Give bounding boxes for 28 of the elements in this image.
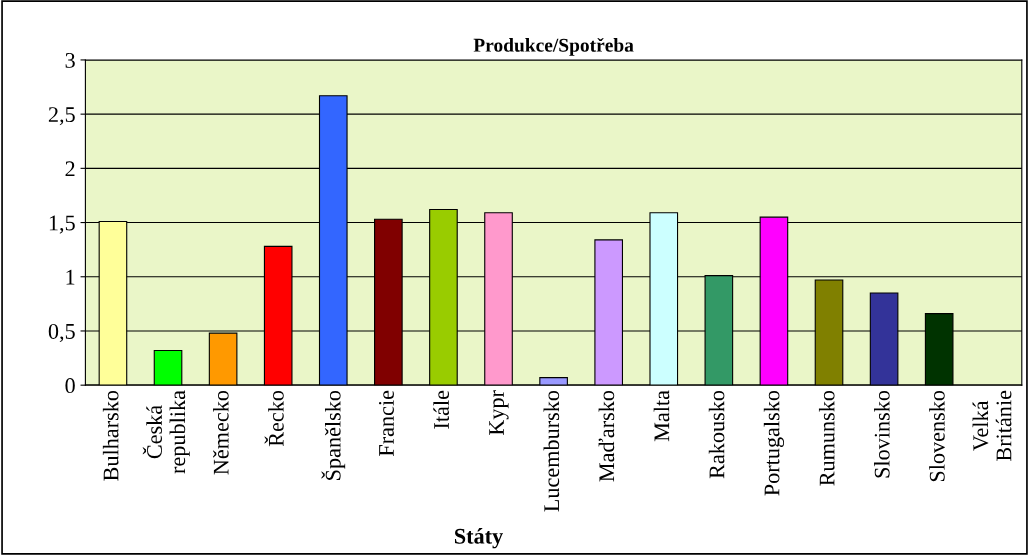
x-tick-label: Slovensko	[929, 390, 945, 482]
x-tick-label: Itále	[433, 390, 449, 429]
y-tick-label: 2	[65, 161, 75, 177]
x-tick-label: Rakousko	[708, 390, 725, 479]
x-tick-label: Francie	[378, 390, 394, 457]
x-tick-label: Slovinsko	[874, 390, 890, 478]
x-tick-label: Německo	[212, 390, 229, 475]
x-tick-label: Česká republika	[142, 390, 190, 474]
x-tick-label: Španělsko	[321, 390, 346, 480]
y-tick-label: 0,5	[48, 323, 75, 343]
y-tick-label: 2,5	[48, 107, 75, 126]
x-axis-title: Státy	[454, 528, 503, 549]
y-tick-label: 1	[66, 269, 75, 285]
bar	[153, 349, 183, 386]
x-tick-label: Kypr	[489, 390, 509, 436]
x-tick-label: Řecko	[264, 390, 284, 447]
x-tick-label: Maďarsko	[598, 390, 615, 482]
x-tick-label: Lucembursko	[543, 390, 560, 512]
bar	[539, 377, 568, 386]
y-tick-label: 0	[65, 378, 75, 394]
x-tick-label: Velká Británie	[972, 390, 1012, 461]
chart-title: Produkce/Spotřeba	[473, 37, 634, 56]
x-tick-label: Malta	[653, 390, 670, 442]
x-tick-label: Portugalsko	[763, 390, 785, 496]
y-tick-label: 1,5	[49, 215, 75, 234]
x-tick-label: Rumunsko	[818, 390, 835, 486]
x-tick-label: Bulharsko	[102, 390, 119, 481]
y-tick-label: 3	[65, 52, 75, 68]
